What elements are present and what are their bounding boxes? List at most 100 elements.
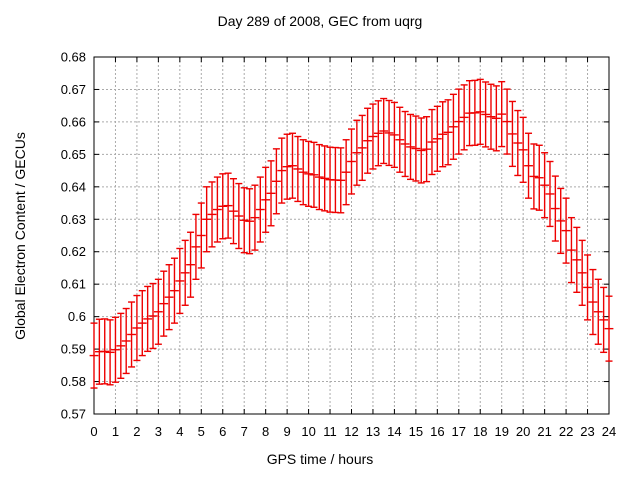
error-bar: [271, 148, 281, 215]
error-bar: [593, 278, 603, 345]
error-bar: [588, 268, 598, 336]
x-tick-label: 4: [176, 424, 183, 439]
x-tick-label: 24: [602, 424, 616, 439]
error-bar: [153, 278, 163, 345]
y-tick-label: 0.61: [61, 277, 86, 292]
error-bar: [599, 286, 609, 354]
tick-marks: [93, 56, 610, 415]
error-bar: [567, 216, 576, 284]
error-bar: [438, 101, 448, 168]
error-bar: [223, 172, 233, 239]
error-bar: [540, 152, 550, 219]
error-bar: [196, 202, 206, 269]
error-bar: [347, 128, 356, 195]
error-bar: [497, 80, 507, 148]
error-bar: [277, 137, 287, 204]
x-tick-label: 9: [284, 424, 291, 439]
error-bar: [449, 93, 458, 160]
x-tick-labels: 0 1 2 3 4 5 6 7 8 9 10 11 12 13 14 15 16 17 18 19 20 21 22 23 24: [90, 424, 616, 439]
error-bar: [298, 139, 308, 206]
x-tick-label: 17: [452, 424, 466, 439]
error-bar: [116, 312, 126, 379]
y-tick-label: 0.59: [61, 342, 86, 357]
y-tick-label: 0.63: [61, 212, 86, 227]
error-bar: [411, 115, 421, 182]
error-bar: [121, 307, 131, 375]
error-bar: [545, 160, 555, 228]
x-tick-label: 8: [262, 424, 269, 439]
x-tick-label: 16: [430, 424, 444, 439]
y-tick-label: 0.68: [61, 50, 86, 65]
x-tick-label: 3: [155, 424, 162, 439]
error-bar: [180, 239, 190, 306]
error-bar: [304, 140, 313, 207]
error-bar: [550, 175, 560, 242]
error-bar: [470, 79, 480, 146]
chart-title: Day 289 of 2008, GEC from uqrg: [217, 13, 423, 29]
error-bar: [127, 301, 136, 368]
error-bar: [572, 226, 582, 293]
x-tick-label: 2: [133, 424, 140, 439]
x-axis-label: GPS time / hours: [266, 451, 374, 467]
y-tick-label: 0.64: [61, 179, 86, 194]
x-tick-label: 1: [112, 424, 119, 439]
error-bar: [427, 108, 437, 176]
error-bar: [352, 119, 362, 186]
error-bar: [250, 184, 260, 251]
error-bar: [443, 99, 453, 166]
error-bar: [508, 100, 517, 168]
error-bar: [583, 254, 592, 321]
error-bar: [384, 99, 394, 167]
error-bar: [137, 289, 147, 357]
error-bar: [245, 188, 254, 255]
error-bar: [261, 166, 271, 233]
error-bar: [491, 85, 501, 152]
error-bar: [170, 257, 179, 324]
x-tick-label: 5: [198, 424, 205, 439]
error-bar: [202, 186, 212, 253]
error-bar: [481, 81, 491, 148]
error-bar: [390, 101, 399, 169]
error-bar: [148, 282, 158, 350]
error-bar: [379, 97, 389, 165]
error-bar: [577, 239, 587, 306]
error-bar: [320, 145, 330, 212]
error-bar: [341, 139, 351, 206]
error-bar: [524, 132, 533, 199]
error-bar: [132, 294, 142, 362]
error-bar: [604, 295, 614, 362]
errorbar-series: [89, 78, 614, 389]
error-bar: [266, 160, 276, 227]
error-bar: [239, 187, 249, 254]
error-bar: [561, 197, 571, 264]
y-tick-label: 0.57: [61, 407, 86, 422]
x-tick-label: 19: [494, 424, 508, 439]
error-bar: [288, 132, 297, 199]
x-tick-label: 22: [559, 424, 573, 439]
y-tick-label: 0.67: [61, 82, 86, 97]
y-tick-label: 0.62: [61, 244, 86, 259]
error-bar: [309, 141, 319, 208]
error-bar: [459, 84, 469, 151]
x-tick-label: 7: [241, 424, 248, 439]
error-bar: [422, 116, 432, 183]
y-tick-labels: 0.57 0.58 0.59 0.6 0.61 0.62 0.63 0.64 0.65 0.66 0…: [61, 50, 86, 422]
error-bar: [186, 231, 195, 298]
error-bar: [159, 270, 169, 337]
error-bar: [255, 176, 265, 243]
error-bar: [518, 116, 528, 183]
error-bar: [529, 143, 539, 210]
error-bar: [191, 213, 201, 281]
error-bar: [143, 285, 153, 353]
x-tick-label: 13: [366, 424, 380, 439]
error-bar: [100, 318, 110, 385]
error-bar: [234, 182, 244, 250]
y-tick-label: 0.6: [68, 309, 86, 324]
error-bar: [416, 117, 426, 184]
error-bar: [293, 135, 303, 203]
error-bar: [513, 109, 523, 177]
error-bar: [363, 107, 372, 174]
x-tick-label: 11: [323, 424, 337, 439]
